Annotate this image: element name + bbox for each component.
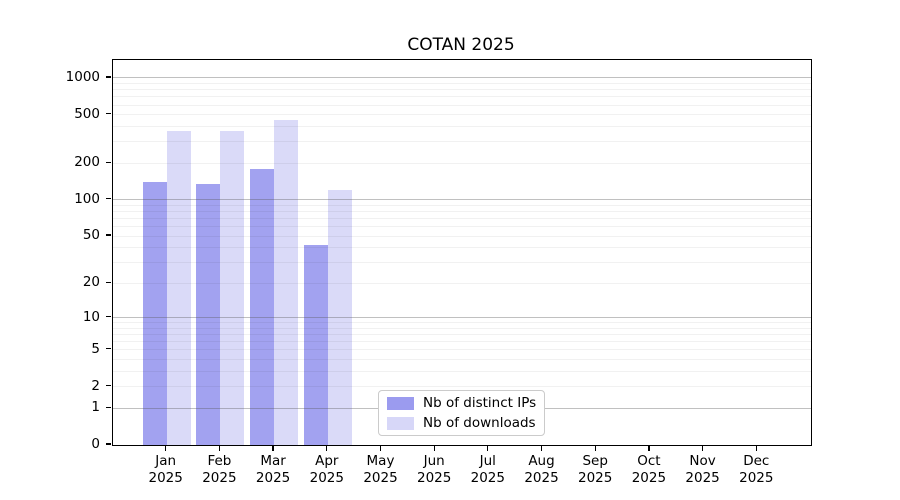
bar-distinct-ips-feb xyxy=(196,184,221,445)
y-tick-mark-10 xyxy=(106,315,111,318)
bar-downloads-mar xyxy=(274,119,299,445)
y-tick-label-500: 500 xyxy=(74,105,100,122)
minor-gridline-4 xyxy=(113,359,811,360)
y-tick-mark-100 xyxy=(106,198,111,200)
minor-gridline-40 xyxy=(113,247,811,249)
minor-gridline-8 xyxy=(113,327,811,329)
y-tick-label-1000: 1000 xyxy=(65,68,100,85)
x-tick-mark-nov xyxy=(701,445,704,451)
y-tick-label-0: 0 xyxy=(91,436,100,452)
x-tick-mark-apr xyxy=(326,445,328,451)
minor-gridline-2 xyxy=(113,386,811,388)
y-tick-label-1: 1 xyxy=(91,399,100,416)
minor-gridline-500 xyxy=(113,114,811,116)
x-tick-mark-oct xyxy=(648,445,650,451)
y-tick-label-100: 100 xyxy=(74,190,100,207)
x-tick-mark-jan xyxy=(165,445,167,451)
legend-swatch-downloads xyxy=(387,416,414,430)
minor-gridline-50 xyxy=(113,235,811,237)
legend-swatch-distinct-ips xyxy=(387,396,414,410)
x-tick-mark-dec xyxy=(755,445,757,451)
major-gridline-100 xyxy=(113,199,811,201)
legend-label-distinct-ips: Nb of distinct IPs xyxy=(423,395,537,411)
x-tick-label-nov: Nov 2025 xyxy=(685,453,720,486)
x-tick-label-aug: Aug 2025 xyxy=(524,453,559,486)
x-tick-label-sep: Sep 2025 xyxy=(578,453,613,486)
x-tick-label-jan: Jan 2025 xyxy=(148,453,183,486)
y-tick-mark-500 xyxy=(106,112,111,115)
x-tick-mark-mar xyxy=(272,445,274,451)
x-tick-mark-jul xyxy=(487,445,489,451)
x-tick-mark-sep xyxy=(594,445,596,451)
minor-gridline-800 xyxy=(113,89,811,91)
legend-label-downloads: Nb of downloads xyxy=(423,415,536,431)
bar-distinct-ips-mar xyxy=(250,168,275,445)
x-tick-label-may: May 2025 xyxy=(363,453,398,486)
x-tick-mark-may xyxy=(379,445,382,451)
y-tick-mark-50 xyxy=(106,234,111,236)
y-tick-label-50: 50 xyxy=(82,227,100,244)
minor-gridline-90 xyxy=(113,204,811,206)
minor-gridline-70 xyxy=(113,218,811,219)
y-tick-label-2: 2 xyxy=(91,377,100,394)
bar-downloads-apr xyxy=(327,190,352,445)
y-tick-label-10: 10 xyxy=(82,308,100,325)
x-tick-label-mar: Mar 2025 xyxy=(255,453,291,486)
y-tick-mark-1000 xyxy=(106,76,111,78)
y-tick-mark-5 xyxy=(106,348,111,350)
minor-gridline-30 xyxy=(113,262,811,263)
minor-gridline-700 xyxy=(113,96,811,98)
bar-downloads-feb xyxy=(220,131,245,445)
y-tick-mark-2 xyxy=(106,384,111,387)
y-tick-label-200: 200 xyxy=(74,154,100,171)
plot-area xyxy=(112,59,812,446)
y-tick-mark-0 xyxy=(106,443,111,445)
legend-item-distinct-ips: Nb of distinct IPs xyxy=(387,395,536,411)
bar-downloads-jan xyxy=(166,130,191,445)
minor-gridline-200 xyxy=(113,162,811,164)
x-tick-label-dec: Dec 2025 xyxy=(739,453,774,486)
minor-gridline-400 xyxy=(113,126,811,127)
x-tick-label-jun: Jun 2025 xyxy=(417,453,452,486)
minor-gridline-20 xyxy=(113,282,811,284)
x-tick-label-jul: Jul 2025 xyxy=(470,453,505,486)
x-tick-label-oct: Oct 2025 xyxy=(631,453,667,486)
major-gridline-1000 xyxy=(113,77,811,79)
x-tick-mark-aug xyxy=(540,445,543,451)
minor-gridline-900 xyxy=(113,83,811,84)
bar-distinct-ips-apr xyxy=(303,245,328,445)
minor-gridline-6 xyxy=(113,341,811,343)
y-tick-mark-1 xyxy=(106,406,111,408)
x-tick-mark-jun xyxy=(433,445,435,451)
x-tick-mark-feb xyxy=(218,445,221,451)
chart-title: COTAN 2025 xyxy=(407,35,515,55)
minor-gridline-80 xyxy=(113,211,811,212)
y-tick-mark-200 xyxy=(106,161,111,163)
y-tick-mark-20 xyxy=(106,281,111,283)
x-tick-label-apr: Apr 2025 xyxy=(309,453,344,486)
minor-gridline-3 xyxy=(113,370,811,372)
y-tick-label-5: 5 xyxy=(91,340,100,357)
minor-gridline-7 xyxy=(113,334,811,335)
minor-gridline-300 xyxy=(113,141,811,143)
minor-gridline-9 xyxy=(113,322,811,324)
minor-gridline-5 xyxy=(113,349,811,351)
x-tick-label-feb: Feb 2025 xyxy=(202,453,237,486)
legend-item-downloads: Nb of downloads xyxy=(387,415,536,431)
minor-gridline-60 xyxy=(113,226,811,227)
legend: Nb of distinct IPs Nb of downloads xyxy=(378,390,545,436)
bar-distinct-ips-jan xyxy=(142,182,167,445)
y-tick-label-20: 20 xyxy=(82,274,100,291)
major-gridline-10 xyxy=(113,317,811,319)
minor-gridline-600 xyxy=(113,104,811,106)
